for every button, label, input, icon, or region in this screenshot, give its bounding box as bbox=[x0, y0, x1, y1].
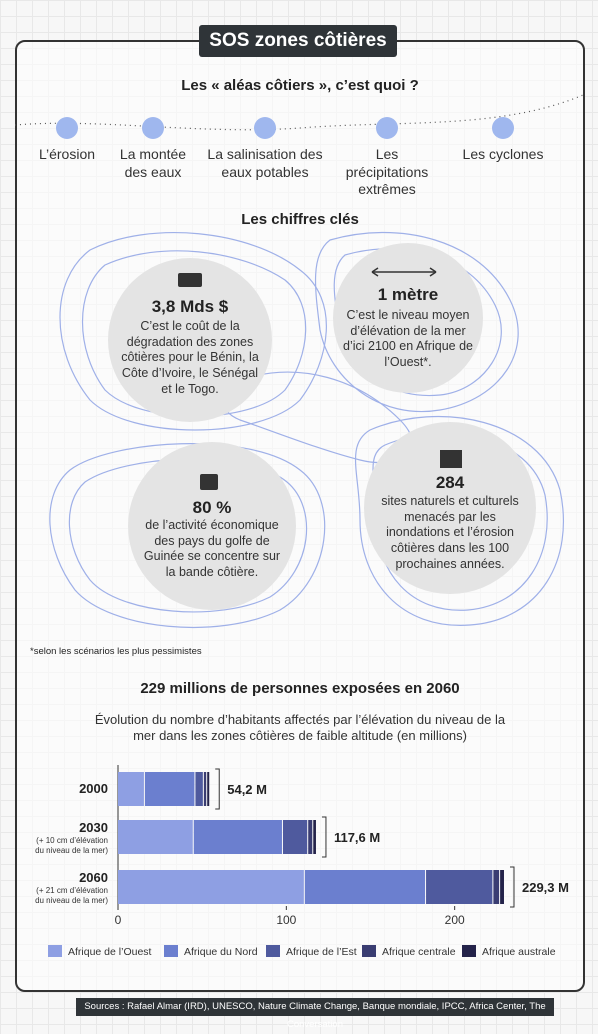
bar-segment bbox=[500, 870, 504, 904]
chart-title: 229 millions de personnes exposées en 20… bbox=[140, 680, 460, 697]
hazard-label: Les cyclones bbox=[462, 146, 544, 162]
sources: Sources : Rafael Almar (IRD), UNESCO, Na… bbox=[76, 998, 554, 1030]
bar-segment bbox=[203, 772, 207, 806]
legend-swatch bbox=[462, 945, 476, 957]
legend-label: Afrique de l’Est bbox=[286, 946, 357, 958]
legend-swatch bbox=[362, 945, 376, 957]
monument-icon bbox=[440, 450, 462, 468]
terminal-icon bbox=[200, 474, 218, 490]
total-bracket bbox=[215, 768, 220, 810]
bar-segment bbox=[118, 772, 144, 806]
money-icon bbox=[178, 273, 202, 287]
total-label: 54,2 M bbox=[227, 782, 267, 797]
figure: 284 bbox=[435, 473, 465, 492]
figure-text: sites naturels et culturels menacés par … bbox=[381, 494, 519, 571]
bar-segment bbox=[195, 772, 203, 806]
bar-segment bbox=[193, 820, 282, 854]
figure: 1 mètre bbox=[377, 285, 439, 304]
figure: 3,8 Mds $ bbox=[151, 297, 229, 316]
category-label: 2030 bbox=[79, 820, 108, 835]
legend-label: Afrique centrale bbox=[382, 946, 456, 958]
bar-segment bbox=[282, 820, 308, 854]
figure-circles bbox=[108, 243, 536, 610]
bar-segment bbox=[118, 820, 193, 854]
key-figures-heading: Les chiffres clés bbox=[241, 211, 359, 228]
hazard-label: La montée des eaux bbox=[119, 146, 187, 180]
chart-subtitle: Évolution du nombre d’habitants affectés… bbox=[94, 712, 506, 744]
bar-segment bbox=[313, 820, 316, 854]
dotted-line bbox=[14, 94, 584, 131]
legend-swatch bbox=[164, 945, 178, 957]
hazard-label: La salinisation des eaux potables bbox=[207, 146, 323, 180]
x-tick-label: 100 bbox=[276, 913, 296, 927]
legend-label: Afrique de l’Ouest bbox=[68, 946, 152, 958]
category-note: (+ 21 cm d’élévation du niveau de la mer… bbox=[35, 886, 108, 905]
total-label: 229,3 M bbox=[522, 880, 569, 895]
footnote: *selon les scénarios les plus pessimiste… bbox=[30, 646, 202, 657]
bar-segment bbox=[493, 870, 500, 904]
hazard-icons bbox=[56, 117, 514, 139]
category-label: 2000 bbox=[79, 781, 108, 796]
bar-segment bbox=[118, 870, 304, 904]
figure-text: C’est le coût de la dégradation des zone… bbox=[121, 319, 259, 396]
bar-segment bbox=[207, 772, 210, 806]
category-label: 2060 bbox=[79, 870, 108, 885]
legend-label: Afrique australe bbox=[482, 946, 556, 958]
total-label: 117,6 M bbox=[334, 830, 380, 845]
x-tick-label: 0 bbox=[115, 913, 122, 927]
figure-text: C’est le niveau moyen d’élévation de la … bbox=[343, 308, 473, 369]
total-bracket bbox=[321, 816, 327, 858]
hazards-heading: Les « aléas côtiers », c’est quoi ? bbox=[181, 77, 419, 94]
legend-swatch bbox=[48, 945, 62, 957]
bar-segment bbox=[426, 870, 493, 904]
total-bracket bbox=[509, 866, 515, 908]
category-note: (+ 10 cm d’élévation du niveau de la mer… bbox=[35, 836, 108, 855]
figure: 80 % bbox=[192, 498, 232, 517]
figure-text: de l’activité économique des pays du gol… bbox=[143, 518, 281, 579]
legend-swatch bbox=[266, 945, 280, 957]
bar-segment bbox=[308, 820, 313, 854]
bar-segment bbox=[304, 870, 426, 904]
hazard-label: Les précipitations extrêmes bbox=[345, 146, 429, 197]
arrow-icon bbox=[371, 267, 437, 277]
legend-label: Afrique du Nord bbox=[184, 946, 258, 958]
bar-segment bbox=[144, 772, 195, 806]
x-tick-label: 200 bbox=[445, 913, 465, 927]
title: SOS zones côtières bbox=[199, 25, 397, 57]
hazard-label: L’érosion bbox=[38, 146, 96, 162]
